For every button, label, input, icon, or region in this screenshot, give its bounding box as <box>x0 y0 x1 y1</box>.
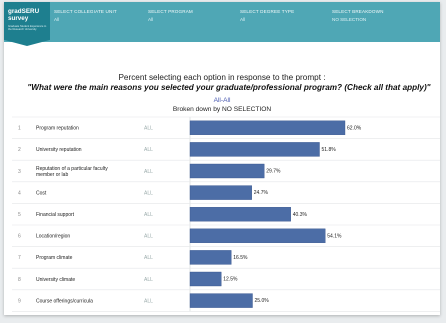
value-label: 40.3% <box>293 212 308 218</box>
category-label: Program climate <box>36 255 73 261</box>
category-label: University reputation <box>36 147 82 153</box>
category-label: Financial support <box>36 212 75 218</box>
bar <box>189 206 291 222</box>
collegiate-unit-label: SELECT COLLEGIATE UNIT <box>54 9 117 14</box>
value-label: 51.8% <box>322 147 337 153</box>
group-label: ALL <box>144 212 153 218</box>
report-card: gradSERU survey Graduate Student Experie… <box>4 2 440 315</box>
breakdown-caption: Broken down by NO SELECTION <box>172 106 272 113</box>
breakdown-label: SELECT BREAKDOWN <box>332 9 384 14</box>
group-label: ALL <box>144 147 153 153</box>
bar <box>189 228 326 244</box>
group-label: ALL <box>144 190 153 196</box>
row-index: 4 <box>18 190 21 196</box>
category-label: Location/region <box>36 234 70 240</box>
collegiate-unit-value: All <box>54 17 60 22</box>
bar <box>189 271 222 287</box>
chart-question: "What were the main reasons you selected… <box>27 83 431 92</box>
breakdown-value: NO SELECTION <box>332 17 367 22</box>
bar-chart: 1 Program reputation ALL 62.0% 2 University r… <box>12 116 440 312</box>
brand-tagline: Graduate Student Experience in the Resea… <box>8 25 47 32</box>
value-label: 29.7% <box>266 169 281 175</box>
brand-name: gradSERU survey <box>8 8 40 22</box>
category-label: Program reputation <box>36 126 79 132</box>
bar <box>189 250 232 265</box>
category-label: Cost <box>36 190 47 196</box>
degree-type-value: All <box>240 17 246 22</box>
group-label: ALL <box>144 234 153 240</box>
row-index: 8 <box>18 277 21 283</box>
program-label: SELECT PROGRAM <box>148 9 193 14</box>
degree-type-label: SELECT DEGREE TYPE <box>240 9 295 14</box>
row-index: 9 <box>18 298 21 304</box>
group-label: ALL <box>144 298 153 304</box>
filter-bar: gradSERU survey Graduate Student Experie… <box>4 2 440 46</box>
degree-type-select[interactable]: SELECT DEGREE TYPE All <box>240 9 294 22</box>
bar <box>189 142 320 157</box>
row-index: 2 <box>18 147 21 153</box>
row-index: 3 <box>18 169 21 175</box>
value-label: 62.0% <box>347 125 362 131</box>
bar <box>189 163 265 179</box>
bar <box>189 185 252 200</box>
chart-title: Percent selecting each option in respons… <box>118 73 326 82</box>
category-label: member or lab <box>36 172 68 178</box>
brand-logo: gradSERU survey Graduate Student Experie… <box>4 2 50 46</box>
value-label: 54.1% <box>327 233 342 239</box>
bar <box>189 293 253 308</box>
program-value: All <box>148 17 154 22</box>
group-label: ALL <box>144 255 153 261</box>
row-index: 5 <box>18 212 21 218</box>
bar <box>189 120 346 136</box>
program-select[interactable]: SELECT PROGRAM All <box>148 9 193 22</box>
group-label: ALL <box>144 277 153 283</box>
row-index: 6 <box>18 234 21 240</box>
collegiate-unit-select[interactable]: SELECT COLLEGIATE UNIT All <box>54 9 117 22</box>
value-label: 24.7% <box>254 190 269 196</box>
breakdown-select[interactable]: SELECT BREAKDOWN NO SELECTION <box>332 9 384 22</box>
group-label: ALL <box>144 169 153 175</box>
row-index: 1 <box>18 126 21 132</box>
category-label: Reputation of a particular faculty <box>36 166 108 172</box>
group-label: ALL <box>144 126 153 132</box>
value-label: 16.5% <box>233 255 248 261</box>
value-label: 12.5% <box>223 277 238 283</box>
row-index: 7 <box>18 255 21 261</box>
chart-subtitle: All-All <box>213 97 231 104</box>
value-label: 25.0% <box>255 298 270 304</box>
category-label: Course offerings/curricula <box>36 298 93 304</box>
category-label: University climate <box>36 277 75 283</box>
